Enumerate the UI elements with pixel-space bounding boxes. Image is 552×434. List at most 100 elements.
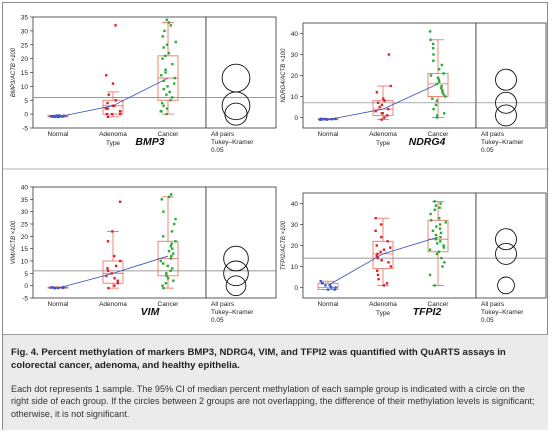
comparison-label: 0.05 (211, 147, 224, 154)
data-point-cancer (165, 43, 169, 46)
y-tick-label: 20 (21, 234, 29, 241)
y-tick-label: 35 (21, 197, 29, 204)
y-tick-label: 30 (291, 222, 299, 229)
data-point-adenoma (375, 269, 379, 272)
y-tick-label: 20 (291, 243, 299, 250)
data-point-adenoma (105, 112, 109, 116)
data-point-cancer (172, 82, 176, 85)
data-point-cancer (165, 93, 168, 96)
data-point-cancer (171, 62, 174, 66)
data-point-cancer (437, 78, 441, 81)
data-point-cancer (440, 63, 444, 67)
comparison-label: Tukey–Kramer (211, 139, 254, 146)
data-point-adenoma (383, 116, 386, 119)
data-point-cancer (161, 284, 164, 287)
y-tick-label: 40 (21, 185, 29, 192)
comparison-label: All pairs (481, 131, 505, 138)
data-point-adenoma (389, 246, 392, 249)
data-point-adenoma (110, 112, 114, 116)
y-axis-label: TFPI2/ACTB ×100 (281, 220, 287, 270)
data-point-adenoma (379, 250, 382, 253)
data-point-adenoma (380, 112, 383, 115)
data-point-cancer (439, 86, 443, 90)
data-point-adenoma (113, 254, 116, 258)
comparison-circle (495, 104, 517, 127)
chart-title: VIM (141, 306, 160, 318)
y-tick-label: 40 (291, 201, 299, 208)
data-point-adenoma (387, 53, 391, 56)
y-tick-label: 20 (291, 73, 299, 80)
comparison-frame (205, 186, 277, 299)
data-point-cancer (443, 95, 447, 98)
chart-panel-tfpi2: 0 10 20 30 40 Normal Adenoma Cancer Type TFPI2/AC… (281, 192, 547, 324)
data-point-normal (49, 286, 52, 289)
data-point-cancer (174, 240, 177, 243)
data-point-adenoma (106, 115, 110, 119)
data-point-adenoma (113, 277, 116, 280)
data-point-adenoma (375, 244, 378, 247)
comparison-circle (223, 245, 249, 272)
x-tick-label: Normal (318, 301, 340, 308)
data-point-adenoma (383, 99, 386, 102)
data-point-cancer (429, 212, 432, 216)
data-point-cancer (165, 112, 168, 116)
data-point-cancer (170, 230, 174, 233)
data-point-cancer (437, 68, 441, 71)
data-point-normal (53, 286, 56, 290)
x-tick-label: Normal (318, 131, 340, 138)
data-point-cancer (429, 219, 433, 222)
data-point-cancer (167, 21, 171, 24)
comparison-circle (224, 102, 248, 126)
plot-frame (32, 186, 207, 299)
comparison-label: Tukey–Kramer (211, 309, 254, 316)
data-point-normal (62, 285, 65, 289)
data-point-cancer (169, 257, 173, 260)
data-point-cancer (432, 42, 435, 46)
data-point-cancer (172, 279, 175, 282)
comparison-label: All pairs (211, 131, 235, 138)
y-tick-label: 20 (21, 56, 29, 63)
data-point-cancer (162, 79, 166, 83)
data-point-normal (319, 280, 322, 283)
data-point-adenoma (389, 84, 392, 88)
data-point-normal (51, 286, 54, 289)
y-tick-label: 10 (21, 84, 29, 91)
data-point-cancer (161, 57, 164, 60)
data-point-cancer (431, 97, 434, 100)
data-point-cancer (174, 40, 177, 44)
x-tick-label: Adenoma (369, 131, 397, 138)
plot-frame (302, 192, 477, 299)
comparison-circle (495, 242, 517, 265)
data-point-normal (324, 117, 327, 121)
data-point-normal (326, 118, 329, 121)
data-point-normal (328, 284, 332, 287)
x-tick-label: Cancer (158, 131, 180, 138)
charts-area: -5 0 5 10 15 20 25 30 35 Normal Adenoma Cancer Type B… (3, 15, 549, 324)
data-point-cancer (169, 245, 173, 248)
y-tick-label: 30 (21, 209, 29, 216)
data-point-cancer (439, 235, 442, 239)
comparison-label: All pairs (481, 301, 505, 308)
data-point-cancer (432, 59, 435, 62)
data-point-adenoma (118, 200, 122, 203)
comparison-circle (223, 260, 249, 287)
data-point-normal (55, 114, 58, 117)
data-point-adenoma (111, 104, 114, 107)
data-point-adenoma (382, 248, 386, 251)
y-tick-label: 15 (21, 246, 29, 253)
data-point-normal (58, 114, 61, 117)
y-axis-label: BMP3/ACTB ×100 (11, 47, 17, 97)
data-point-cancer (165, 274, 168, 277)
data-point-normal (62, 114, 66, 117)
x-tick-label: Adenoma (99, 301, 127, 308)
chart-panel-ndrg4: 0 10 20 30 40 Normal Adenoma Cancer Type NDRG4/AC… (281, 22, 547, 154)
data-point-normal (319, 118, 322, 121)
box-adenoma (102, 260, 124, 284)
data-point-cancer (436, 114, 439, 117)
data-point-cancer (441, 265, 444, 268)
comparison-circle (495, 228, 517, 251)
data-point-cancer (431, 229, 435, 232)
x-tick-label: Normal (48, 131, 70, 138)
data-point-adenoma (111, 82, 115, 85)
